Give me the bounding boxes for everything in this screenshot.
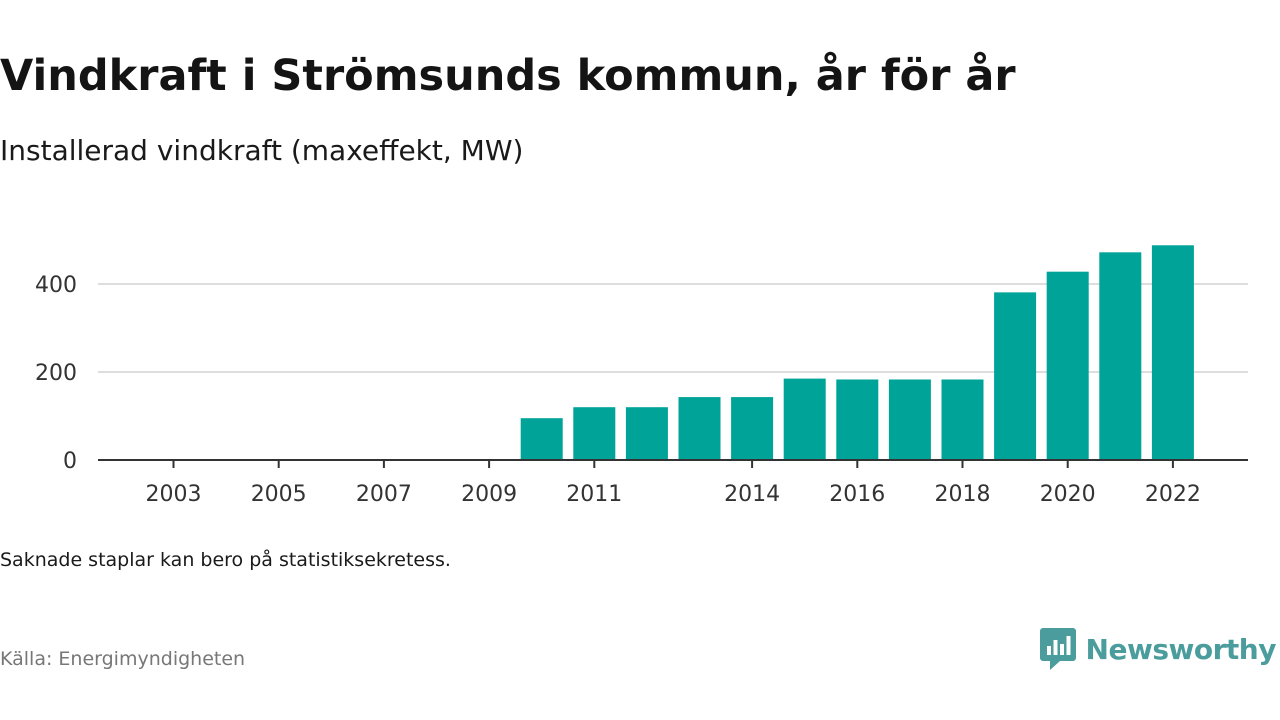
x-tick-label: 2007	[356, 482, 412, 507]
x-tick-label: 2003	[146, 482, 202, 507]
x-tick-label: 2014	[724, 482, 780, 507]
bar-2015	[783, 378, 826, 460]
bar-2014	[731, 397, 774, 460]
x-tick-label: 2016	[829, 482, 885, 507]
bars	[520, 245, 1194, 460]
y-tick-label: 200	[35, 361, 77, 386]
bar-chart-speech-bubble-icon	[1039, 628, 1076, 670]
bar-2011	[573, 407, 616, 460]
newsworthy-logo: Newsworthy	[1039, 628, 1277, 672]
x-tick-label: 2018	[935, 482, 991, 507]
x-tick-label: 2022	[1145, 482, 1201, 507]
bar-chart: 0 200 400 2003 2005 2007 2009 2011 2014 2016 2018 2…	[35, 245, 1248, 507]
bar-2013	[678, 397, 721, 460]
y-tick-label: 0	[63, 449, 77, 474]
bar-2010	[520, 418, 563, 460]
x-tick-label: 2009	[461, 482, 517, 507]
bar-2021	[1099, 252, 1142, 460]
source-credit: Källa: Energimyndigheten	[0, 648, 246, 670]
x-tick-label: 2011	[566, 482, 622, 507]
x-tick-label: 2005	[251, 482, 307, 507]
bar-2017	[888, 379, 931, 460]
bar-2019	[994, 292, 1037, 460]
axes: 0 200 400 2003 2005 2007 2009 2011 2014 2016 2018 2…	[35, 273, 1248, 507]
bar-2020	[1046, 271, 1089, 460]
chart-subtitle: Installerad vindkraft (maxeffekt, MW)	[0, 134, 524, 167]
bar-2022	[1151, 245, 1194, 460]
y-tick-label: 400	[35, 273, 77, 298]
chart-title: Vindkraft i Strömsunds kommun, år för år	[0, 51, 1016, 101]
bar-2012	[625, 407, 668, 460]
missing-bars-note: Saknade staplar kan bero på statistiksek…	[0, 549, 451, 571]
brand-name: Newsworthy	[1085, 633, 1277, 666]
x-tick-label: 2020	[1040, 482, 1096, 507]
bar-2016	[836, 379, 879, 460]
bar-2018	[941, 379, 984, 460]
